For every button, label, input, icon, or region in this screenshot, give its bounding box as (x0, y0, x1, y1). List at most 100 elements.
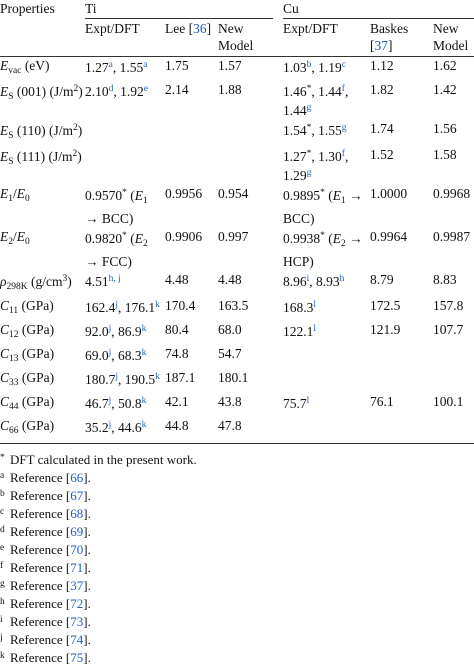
text: New Model (433, 21, 469, 53)
header-text: Cu (283, 0, 474, 19)
table-cell: ES (111) (J/m2) (0, 146, 85, 185)
text: Reference [ (10, 596, 71, 611)
text: 2.14 (165, 82, 189, 97)
table-cell: 92.0j, 86.9k (85, 321, 165, 345)
text: 180.7 (85, 372, 116, 387)
text: , 190.5 (118, 372, 156, 387)
text: ]. (83, 560, 91, 575)
i: ρ (0, 274, 7, 289)
text: ]. (83, 578, 91, 593)
footnote-mark: k (0, 651, 5, 661)
text: 157.8 (433, 298, 464, 313)
text: 0.9570 (85, 188, 123, 203)
text: 54.7 (218, 346, 242, 361)
sup: 2 (72, 149, 78, 159)
sup: * (306, 149, 312, 159)
text: ) (67, 274, 72, 289)
table-cell: 1.88 (218, 81, 283, 120)
header-text: Properties (0, 1, 55, 16)
reference: k (155, 372, 160, 382)
text: 75.7 (283, 396, 307, 411)
table-cell (85, 120, 165, 146)
sub: 2 (341, 239, 346, 249)
text: ( (324, 231, 333, 246)
table-row: C12 (GPa) 92.0j, 86.9k 80.4 68.0 122.1l 121.9… (0, 321, 474, 345)
text: 1.58 (433, 147, 457, 162)
table-cell: 1.03b, 1.19c (283, 57, 370, 82)
text: 47.8 (218, 418, 242, 433)
header-cell: Properties (0, 0, 85, 20)
table-cell: 1.54*, 1.55g (283, 120, 370, 146)
footnote: a Reference [66]. (0, 468, 474, 486)
table-cell: 180.7j, 190.5k (85, 369, 165, 393)
table-row: C13 (GPa) 69.0j, 68.3k 74.8 54.7 (0, 345, 474, 369)
table-cell: 1.56 (433, 120, 474, 146)
footnote: b Reference [67]. (0, 486, 474, 504)
table-cell: 122.1l (283, 321, 370, 345)
table-cell: 75.7l (283, 393, 370, 417)
footnote: g Reference [37]. (0, 576, 474, 594)
table-cell: 69.0j, 68.3k (85, 345, 165, 369)
header-cell: Expt/DFT (85, 20, 165, 57)
i: E (16, 186, 26, 201)
table-row: C33 (GPa) 180.7j, 190.5k 187.1 180.1 (0, 369, 474, 393)
header-cell: New Model (218, 20, 284, 57)
table-cell: 1.46*, 1.44f, 1.44g (283, 81, 370, 120)
footnote: e Reference [70]. (0, 540, 474, 558)
footnote-mark: c (0, 507, 5, 517)
table-cell: ES (110) (J/m2) (0, 120, 85, 146)
text: ]. (83, 524, 91, 539)
text: 1.88 (218, 82, 242, 97)
text: 0.9938 (283, 231, 321, 246)
header-cell (0, 20, 85, 57)
table-cell: C66 (GPa) (0, 417, 85, 444)
text: 0.9906 (165, 229, 203, 244)
reference: 69 (70, 524, 84, 539)
footnote-mark: e (0, 543, 5, 553)
table-cell: 8.79 (370, 271, 433, 297)
table-cell: 80.4 (165, 321, 218, 345)
sub: 2 (8, 237, 13, 247)
reference: l (313, 324, 317, 334)
sub: 33 (9, 378, 19, 388)
i: C (0, 298, 10, 313)
table-cell: ES (001) (J/m2) (0, 81, 85, 120)
text: 1.46 (283, 84, 307, 99)
table-cell: E1/E0 (0, 185, 85, 228)
table-cell: 0.9906 (165, 228, 218, 271)
table-cell: C33 (GPa) (0, 369, 85, 393)
text: 76.1 (370, 394, 394, 409)
text: , 68.3 (111, 348, 142, 363)
text: / (13, 186, 17, 201)
reference: f (341, 84, 345, 94)
text: Reference [ (10, 542, 71, 557)
header-cell: Ti (85, 0, 283, 20)
table-row: C66 (GPa) 35.2j, 44.6k 44.8 47.8 (0, 417, 474, 444)
text: , 1.55 (112, 60, 144, 75)
text: 1.27 (85, 60, 109, 75)
reference: g (306, 168, 312, 178)
sup: * (122, 231, 127, 241)
table-cell (283, 345, 370, 369)
footnote: d Reference [69]. (0, 522, 474, 540)
footnote: k Reference [75]. (0, 648, 474, 666)
text: 0.954 (218, 186, 249, 201)
header-cell: Lee [36] (165, 20, 218, 57)
header-cell: Baskes [37] (370, 20, 434, 57)
reference: a (143, 60, 148, 70)
table-cell: 44.8 (165, 417, 218, 444)
text: 4.51 (85, 274, 109, 289)
table-cell: 35.2j, 44.6k (85, 417, 165, 444)
reference: d (108, 84, 114, 94)
sub: 12 (9, 330, 19, 340)
text: 1.12 (370, 58, 394, 73)
i: E (134, 188, 143, 203)
sub: S (8, 157, 14, 167)
text: 0.9968 (433, 186, 471, 201)
table-body: Evac (eV) 1.27a, 1.55a 1.75 1.57 1.03b, 1.19… (0, 57, 474, 444)
table-row: E2/E0 0.9820* (E2 → FCC) 0.9906 0.997 0.9938… (0, 228, 474, 271)
table-row: Evac (eV) 1.27a, 1.55a 1.75 1.57 1.03b, 1.19… (0, 57, 474, 82)
group-header: Properties Ti Cu (0, 0, 474, 20)
i: C (0, 370, 10, 385)
reference: j (108, 420, 112, 430)
